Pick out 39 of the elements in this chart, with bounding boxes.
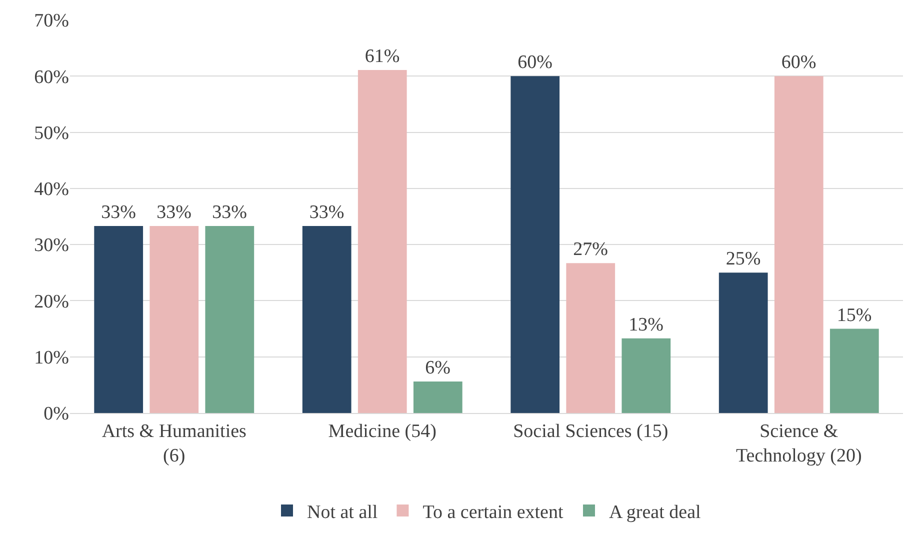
legend-label: Not at all xyxy=(307,502,378,523)
bar xyxy=(830,328,879,413)
data-label: 60% xyxy=(781,52,816,74)
x-tick-label: Social Sciences (15) xyxy=(513,420,668,442)
data-label: 15% xyxy=(836,304,872,326)
data-label: 33% xyxy=(309,202,344,224)
bar xyxy=(413,382,462,413)
bar xyxy=(566,263,616,413)
bar xyxy=(358,70,407,413)
x-tick-label: Medicine (54) xyxy=(328,420,436,442)
y-tick-label: 0% xyxy=(44,404,70,425)
bar xyxy=(150,226,199,413)
y-tick-label: 60% xyxy=(34,66,70,88)
y-tick-label: 50% xyxy=(34,122,70,144)
y-tick-label: 30% xyxy=(34,235,70,256)
data-label: 27% xyxy=(573,239,608,260)
bar xyxy=(774,76,824,413)
y-tick-label: 20% xyxy=(34,291,70,312)
data-label: 33% xyxy=(156,202,192,224)
y-tick-label: 70% xyxy=(34,10,70,32)
data-label: 61% xyxy=(364,46,400,67)
data-label: 33% xyxy=(212,202,248,224)
data-label: 6% xyxy=(425,358,451,379)
legend-label: A great deal xyxy=(608,502,701,523)
bar xyxy=(205,226,254,413)
bar xyxy=(302,226,352,413)
y-tick-label: 10% xyxy=(34,348,70,369)
data-label: 60% xyxy=(518,52,553,74)
y-tick-label: 40% xyxy=(34,179,70,200)
bar xyxy=(718,272,768,413)
bar xyxy=(622,338,671,413)
data-label: 25% xyxy=(726,248,761,270)
bar xyxy=(94,226,144,413)
bar xyxy=(510,76,560,413)
x-tick-label: Arts & Humanities (6) xyxy=(102,420,246,466)
legend-label: To a certain extent xyxy=(422,502,564,523)
x-tick-label: Science & Technology (20) xyxy=(736,420,862,466)
data-label: 13% xyxy=(628,314,664,336)
data-label: 33% xyxy=(101,202,136,224)
